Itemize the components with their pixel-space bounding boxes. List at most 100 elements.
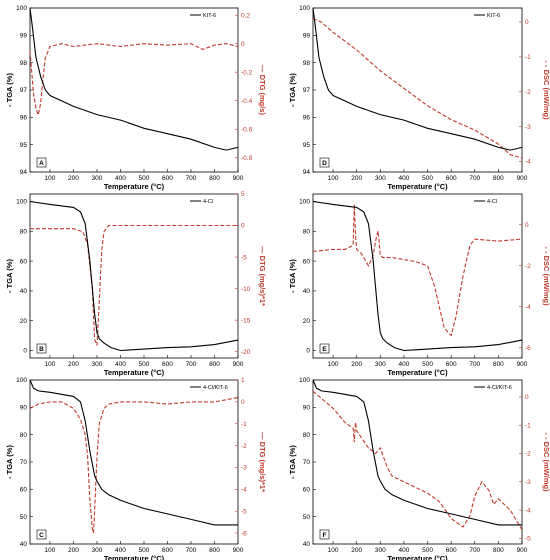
panel-b-ytick-label: 60 <box>20 258 28 265</box>
panel-f-tga-line <box>312 379 522 526</box>
panel-c-ytick-label: 90 <box>20 405 28 412</box>
panel-c: 100 200 300 400 500 600 700 800 900 40 50 60 70 80 90 1… <box>5 377 267 560</box>
panel-d-ytick-right-label: 0 <box>525 19 529 26</box>
panel-f-ytick-label: 50 <box>303 514 311 521</box>
panel-b-xtick-label: 800 <box>209 361 220 368</box>
panel-a-xtick-label: 900 <box>233 175 244 182</box>
panel-e-xtick-label: 800 <box>493 361 504 368</box>
panel-e: 100 200 300 400 500 600 700 800 900 0 20 40 60 80 100 -… <box>288 193 550 377</box>
panel-d-right-series-line <box>312 17 523 159</box>
panel-f-ytick-label: 90 <box>303 405 311 412</box>
panel-f-ytick-right-label: -1 <box>525 422 531 429</box>
panel-f-letter-box <box>319 529 330 540</box>
panel-c-xtick-label: 500 <box>139 547 150 554</box>
panel-f-ytick-label: 80 <box>303 432 311 439</box>
panel-e-xtick-label: 900 <box>517 361 528 368</box>
panel-b-xtick-label: 600 <box>162 361 173 368</box>
panel-c-right-series-line <box>29 396 239 534</box>
panel-b-xtick-label: 900 <box>233 361 244 368</box>
panel-c-tga-line <box>29 379 238 526</box>
panel-e-xtick-label: 600 <box>446 361 457 368</box>
panel-e-ylabel-right: - - DSC (mW/mg) <box>542 246 550 306</box>
panel-f-ytick-label: 100 <box>299 377 310 384</box>
panel-c-legend-label: 4-Cl/KIT-6 <box>203 385 228 391</box>
panel-a-ytick-right-label: -0.8 <box>241 155 253 162</box>
panel-b-ytick-label: 20 <box>20 318 28 325</box>
panel-c-xtick-label: 400 <box>115 547 126 554</box>
panel-d-xtick-label: 300 <box>375 175 386 182</box>
panel-a-xtick-label: 800 <box>209 175 220 182</box>
panel-e-ytick-right-label: 0 <box>525 222 529 229</box>
panel-a-letter-box <box>36 157 47 168</box>
panel-e-ylabel: - TGA (%) <box>288 259 297 293</box>
panel-b-frame <box>29 193 239 359</box>
panel-a-ytick-label: 94 <box>20 169 28 176</box>
panel-a-ytick-label: 96 <box>20 115 28 122</box>
panel-e-tga-line <box>312 200 523 352</box>
panel-f-ylabel: - TGA (%) <box>288 445 297 479</box>
panel-b-xtick-label: 700 <box>186 361 197 368</box>
panel-e-xtick-label: 400 <box>398 361 409 368</box>
panel-e-xtick-label: 300 <box>375 361 386 368</box>
panel-d-xtick-label: 800 <box>493 175 504 182</box>
panel-e-ytick-label: 80 <box>303 228 311 235</box>
panel-e-xlabel: Temperature (°C) <box>387 368 448 377</box>
panel-e-ytick-label: 100 <box>299 199 310 206</box>
panel-a-ytick-right-label: -0.6 <box>241 126 253 133</box>
panel-a-ytick-right-label: 0.2 <box>241 12 250 19</box>
panel-d-ytick-label: 95 <box>303 142 311 149</box>
panel-c-xtick-label: 800 <box>209 547 220 554</box>
panel-a-ytick-right-label: -0.2 <box>241 69 253 76</box>
panel-c-ylabel: - TGA (%) <box>5 445 14 479</box>
panel-b: 100 200 300 400 500 600 700 800 900 0 20 40 60 80 100 -… <box>5 191 267 377</box>
panel-d-xtick-label: 200 <box>351 175 362 182</box>
panel-b-ytick-right-label: -15 <box>241 317 251 324</box>
panel-f-ytick-label: 40 <box>303 541 311 548</box>
panel-f-xtick-label: 700 <box>469 547 480 554</box>
panel-e-ytick-right-label: -4 <box>525 304 531 311</box>
panel-d-ytick-label: 98 <box>303 60 311 67</box>
panel-d-frame <box>312 7 523 173</box>
panel-d-ytick-right-label: -4 <box>525 159 531 166</box>
panel-b-ytick-label: 0 <box>23 348 27 355</box>
panel-d-ytick-right-label: -1 <box>525 54 531 61</box>
panel-b-xlabel: Temperature (°C) <box>104 368 165 377</box>
panel-c-xtick-label: 100 <box>45 547 56 554</box>
panel-f-frame <box>312 379 523 545</box>
panel-c-xtick-label: 600 <box>162 547 173 554</box>
panel-a-ylabel-right: — DTG (mg/s) <box>258 65 267 116</box>
panel-a-ytick-right-label: -0.4 <box>241 98 253 105</box>
panel-b-legend-label: 4-Cl <box>203 199 213 205</box>
panel-e-ytick-label: 60 <box>303 258 311 265</box>
panel-c-letter-box <box>36 529 47 540</box>
panel-a-xtick-label: 100 <box>45 175 56 182</box>
panel-f-ytick-right-label: -5 <box>525 536 531 543</box>
panel-b-ytick-label: 40 <box>20 288 28 295</box>
panel-d-xtick-label: 600 <box>446 175 457 182</box>
panel-b-right-series-line <box>30 224 238 346</box>
panel-c-ytick-label: 100 <box>16 377 27 384</box>
panel-b-ytick-right-label: -5 <box>241 254 247 261</box>
panel-a-xlabel: Temperature (°C) <box>104 182 165 191</box>
panel-f-xtick-label: 400 <box>398 547 409 554</box>
panel-c-ytick-label: 60 <box>20 487 28 494</box>
panel-f-ytick-right-label: -2 <box>525 451 531 458</box>
panel-c-ytick-right-label: -4 <box>241 487 247 494</box>
panel-c-ytick-label: 50 <box>20 514 28 521</box>
panel-d-legend-label: KIT-6 <box>487 13 500 19</box>
panel-a-ytick-right-label: 0 <box>241 41 245 48</box>
panel-f-right-series-line <box>312 390 523 531</box>
panel-f-xtick-label: 300 <box>375 547 386 554</box>
panel-c-frame <box>29 379 239 545</box>
panel-e-ytick-right-label: -6 <box>525 345 531 352</box>
panel-d-ytick-label: 100 <box>299 5 310 12</box>
panel-b-xtick-label: 500 <box>139 361 150 368</box>
panel-d-ylabel: - TGA (%) <box>288 73 297 107</box>
panel-e-letter: E <box>322 346 327 353</box>
panel-b-ylabel-right: — DTG (mg/s)*1* <box>258 246 267 306</box>
panel-e-ytick-label: 20 <box>303 318 311 325</box>
panel-d-xlabel: Temperature (°C) <box>387 182 448 191</box>
panel-c-ylabel-right: — DTG (mg/s)*1* <box>258 432 267 492</box>
panel-f-legend-label: 4-Cl/KIT-6 <box>487 385 512 391</box>
panel-c-ytick-right-label: -3 <box>241 465 247 472</box>
